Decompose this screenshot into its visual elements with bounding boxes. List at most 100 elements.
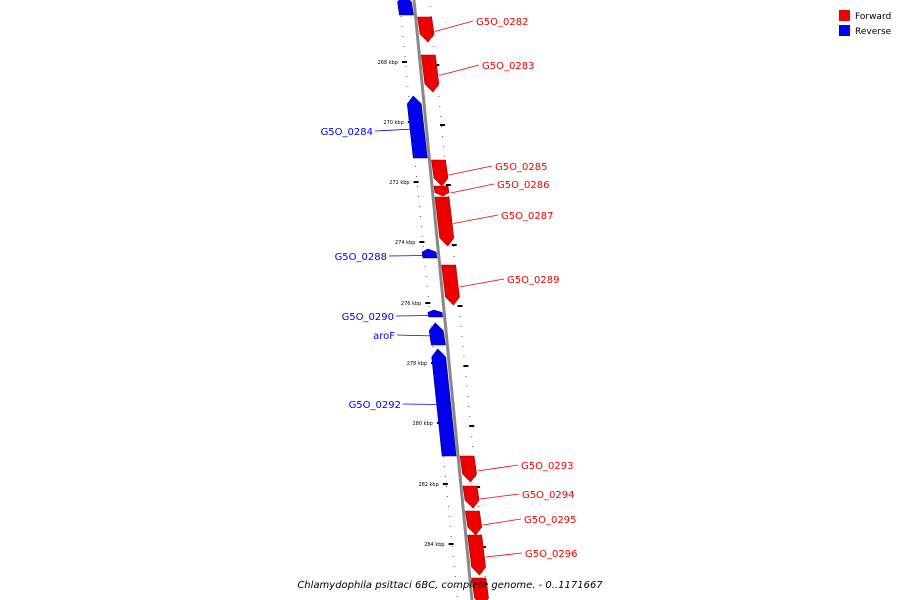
gene-arrow[interactable] (421, 248, 438, 259)
minor-tick-dot (432, 36, 434, 37)
minor-tick-dot (432, 346, 434, 347)
gene-arrow[interactable] (471, 577, 489, 600)
gene-label[interactable]: G5O_0288 (335, 252, 387, 263)
minor-tick-dot (421, 236, 423, 237)
minor-tick-dot (472, 446, 474, 447)
gene-arrow[interactable] (431, 159, 449, 187)
gene-label[interactable]: G5O_0289 (507, 275, 559, 286)
kbp-tick-mark (442, 483, 448, 485)
kbp-tick-label: 272 kbp (389, 180, 409, 186)
minor-tick-dot (407, 86, 409, 87)
gene-G5O_0288[interactable]: G5O_0288 (335, 248, 438, 263)
gene-arrow[interactable] (462, 485, 480, 509)
gene-G5O_0284[interactable]: G5O_0284 (321, 95, 428, 159)
minor-tick-dot (420, 226, 422, 227)
gene-arrow[interactable] (420, 54, 440, 93)
kbp-tick-mark-right (469, 425, 475, 427)
legend-reverse-swatch (839, 25, 850, 36)
kbp-tick-label: 278 kbp (407, 361, 427, 367)
gene-arrow[interactable] (465, 510, 483, 536)
gene-arrow[interactable] (417, 16, 435, 43)
gene-leader-line (448, 165, 493, 176)
gene-G5O_0285[interactable]: G5O_0285 (431, 159, 547, 187)
minor-tick-dot (442, 136, 444, 137)
kbp-tick-mark-right (451, 244, 457, 246)
kbp-tick-label: 274 kbp (395, 240, 415, 246)
gene-arrow[interactable] (467, 534, 486, 576)
minor-tick-dot (422, 246, 424, 247)
gene-G5O_0289[interactable]: G5O_0289 (441, 264, 560, 306)
gene-leader-line (434, 20, 474, 32)
gene-label[interactable]: G5O_0283 (482, 61, 534, 72)
gene-label[interactable]: G5O_0290 (342, 312, 394, 323)
minor-tick-dot (428, 306, 430, 307)
gene-label[interactable]: G5O_0295 (524, 515, 576, 526)
minor-tick-dot (443, 146, 445, 147)
minor-tick-dot (430, 326, 432, 327)
gene-label[interactable]: G5O_0286 (497, 180, 549, 191)
gene-arrow[interactable] (427, 309, 443, 318)
minor-tick-dot (415, 166, 417, 167)
minor-tick-dot (433, 46, 435, 47)
minor-tick-dot (429, 6, 431, 7)
gene-G5O_0296[interactable]: G5O_0296 (467, 534, 578, 576)
minor-tick-dot (404, 56, 406, 57)
gene-leader-line (450, 183, 495, 194)
minor-tick-dot (447, 196, 449, 197)
gene-partial[interactable] (397, 0, 414, 16)
minor-tick-dot (444, 156, 446, 157)
minor-tick-dot (440, 116, 442, 117)
gene-label[interactable]: G5O_0287 (501, 211, 553, 222)
gene-label[interactable]: G5O_0296 (525, 549, 577, 560)
kbp-tick-mark-right (475, 486, 481, 488)
kbp-tick-mark (425, 302, 431, 304)
gene-G5O_0283[interactable]: G5O_0283 (420, 54, 534, 93)
gene-arrow[interactable] (406, 95, 428, 159)
gene-label[interactable]: G5O_0284 (321, 127, 373, 138)
gene-arrow[interactable] (441, 264, 460, 306)
gene-G5O_0290[interactable]: G5O_0290 (342, 309, 443, 323)
gene-G5O_0286[interactable]: G5O_0286 (433, 180, 549, 197)
minor-tick-dot (446, 496, 448, 497)
gene-arrow[interactable] (397, 0, 414, 16)
minor-tick-dot (417, 196, 419, 197)
kbp-tick-mark-right (463, 365, 469, 367)
gene-label[interactable]: G5O_0294 (522, 490, 574, 501)
genome-backbone (412, 0, 474, 600)
kbp-tick-label: 280 kbp (412, 421, 432, 427)
gene-G5O_0294[interactable]: G5O_0294 (462, 485, 574, 509)
minor-tick-dot (467, 396, 469, 397)
minor-tick-dot (402, 36, 404, 37)
gene-arrow[interactable] (431, 348, 457, 457)
kbp-tick: 272 kbp (389, 180, 451, 186)
gene-aroF[interactable]: aroF (373, 322, 446, 346)
gene-label[interactable]: G5O_0292 (349, 400, 401, 411)
minor-tick-dot (452, 556, 454, 557)
gene-G5O_0282[interactable]: G5O_0282 (417, 16, 529, 43)
minor-tick-dot (403, 46, 405, 47)
gene-arrow[interactable] (434, 196, 455, 247)
minor-tick-dot (460, 326, 462, 327)
minor-tick-dot (408, 96, 410, 97)
minor-tick-dot (484, 576, 486, 577)
gene-label[interactable]: G5O_0285 (495, 162, 547, 173)
genes: G5O_0282 G5O_0283 G5O_0284 G5O_0285 G5O_0286… (321, 0, 578, 600)
gene-arrow[interactable] (459, 455, 477, 483)
gene-arrow[interactable] (428, 322, 446, 346)
gene-G5O_0293[interactable]: G5O_0293 (459, 455, 573, 483)
gene-G5O_0292[interactable]: G5O_0292 (349, 348, 457, 457)
minor-tick-dot (461, 336, 463, 337)
gene-partial[interactable] (471, 577, 489, 600)
kbp-tick-mark (448, 543, 454, 545)
gene-G5O_0287[interactable]: G5O_0287 (434, 196, 553, 247)
legend-forward-swatch (839, 10, 850, 21)
gene-leader-line (374, 128, 415, 132)
gene-label[interactable]: G5O_0282 (476, 17, 528, 28)
kbp-tick-label: 276 kbp (401, 301, 421, 307)
gene-G5O_0295[interactable]: G5O_0295 (465, 510, 576, 536)
gene-arrow[interactable] (433, 185, 450, 197)
gene-leader-line (453, 214, 499, 224)
minor-tick-dot (468, 406, 470, 407)
gene-label[interactable]: G5O_0293 (521, 461, 573, 472)
gene-label[interactable]: aroF (373, 331, 395, 342)
